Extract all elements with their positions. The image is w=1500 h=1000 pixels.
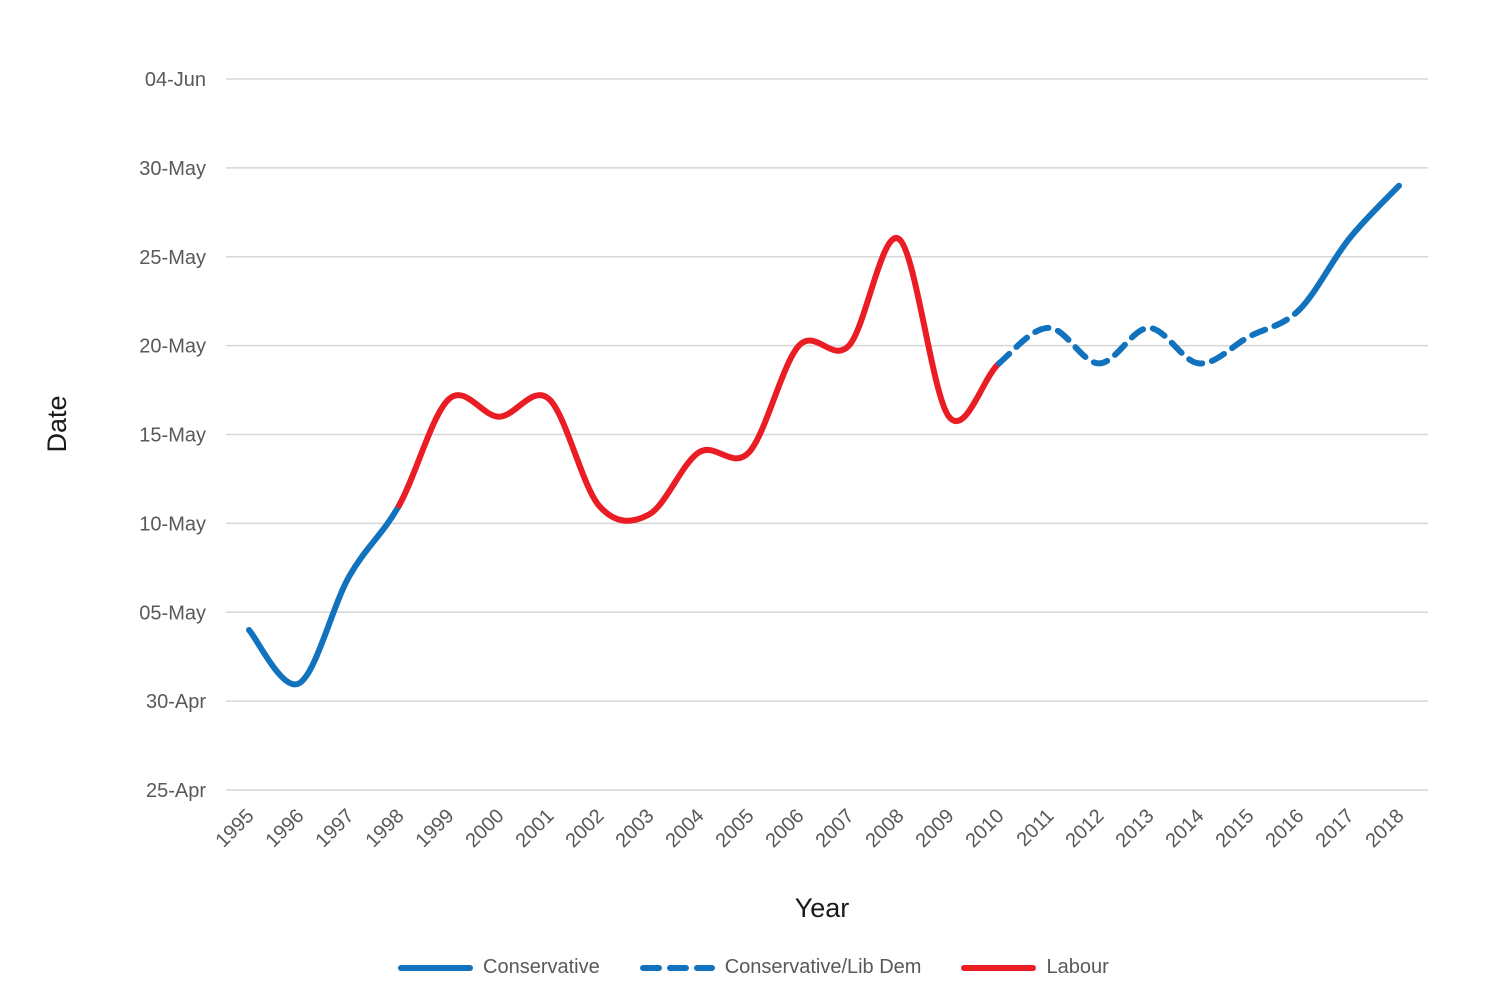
legend-label: Conservative bbox=[483, 956, 600, 978]
series-line-conservative bbox=[1296, 182, 1402, 314]
legend-label: Labour bbox=[1046, 956, 1109, 978]
x-tick-label: 2012 bbox=[1062, 805, 1109, 852]
legend-item-labour: Labour bbox=[961, 956, 1109, 979]
legend-solid-line-swatch bbox=[398, 964, 473, 971]
x-tick-label: 2001 bbox=[512, 805, 559, 852]
x-tick-label: 2006 bbox=[762, 805, 809, 852]
x-tick-label: 1996 bbox=[262, 805, 309, 852]
x-axis-title: Year bbox=[795, 893, 850, 923]
legend-label: Conservative/Lib Dem bbox=[724, 956, 922, 978]
y-tick-label: 25-Apr bbox=[146, 780, 206, 802]
x-tick-label: 2007 bbox=[812, 805, 859, 852]
x-tick-label: 2008 bbox=[862, 805, 909, 852]
x-tick-label: 1998 bbox=[362, 805, 409, 852]
series-lines bbox=[246, 182, 1402, 688]
x-tick-label: 2017 bbox=[1312, 805, 1359, 852]
legend-solid-line-swatch bbox=[961, 964, 1037, 971]
x-tick-label: 2014 bbox=[1162, 805, 1209, 852]
x-tick-label: 2005 bbox=[712, 805, 759, 852]
x-tick-label: 2000 bbox=[462, 805, 509, 852]
series-line-conservative-lib-dem bbox=[996, 307, 1302, 367]
y-tick-label: 30-May bbox=[139, 158, 206, 180]
x-axis-tick-labels: 1995 1996 1997 1998 1999 2000 2001 2002 2003 2004… bbox=[212, 805, 1409, 852]
y-tick-label: 04-Jun bbox=[145, 69, 206, 91]
x-tick-label: 1995 bbox=[212, 805, 259, 852]
y-tick-label: 20-May bbox=[139, 336, 206, 358]
y-axis-tick-labels: 04-Jun 30-May 25-May 20-May 15-May 10-May 05-M… bbox=[139, 69, 206, 802]
x-tick-label: 2018 bbox=[1362, 805, 1409, 852]
y-axis-title: Date bbox=[42, 395, 72, 452]
legend-dashed-line-swatch bbox=[639, 964, 715, 971]
y-tick-label: 30-Apr bbox=[146, 691, 206, 713]
y-tick-label: 05-May bbox=[139, 602, 206, 624]
series-line-labour bbox=[396, 235, 1002, 524]
legend: Conservative Conservative/Lib Dem Labour bbox=[398, 956, 1109, 979]
legend-item-conservative-lib-dem: Conservative/Lib Dem bbox=[639, 956, 922, 979]
x-tick-label: 1999 bbox=[412, 805, 459, 852]
series-line-conservative bbox=[246, 502, 402, 688]
y-tick-label: 15-May bbox=[139, 425, 206, 447]
y-tick-label: 10-May bbox=[139, 513, 206, 535]
x-tick-label: 2010 bbox=[962, 805, 1009, 852]
x-tick-label: 2013 bbox=[1112, 805, 1159, 852]
x-tick-label: 2002 bbox=[562, 805, 609, 852]
x-tick-label: 2004 bbox=[662, 805, 709, 852]
x-tick-label: 2011 bbox=[1013, 805, 1059, 851]
x-tick-label: 2016 bbox=[1262, 805, 1309, 852]
gridlines bbox=[226, 78, 1428, 791]
x-tick-label: 2015 bbox=[1212, 805, 1259, 852]
x-tick-label: 2009 bbox=[912, 805, 959, 852]
y-tick-label: 25-May bbox=[139, 247, 206, 269]
x-tick-label: 1997 bbox=[312, 805, 359, 852]
x-tick-label: 2003 bbox=[612, 805, 659, 852]
legend-item-conservative: Conservative bbox=[398, 956, 600, 979]
